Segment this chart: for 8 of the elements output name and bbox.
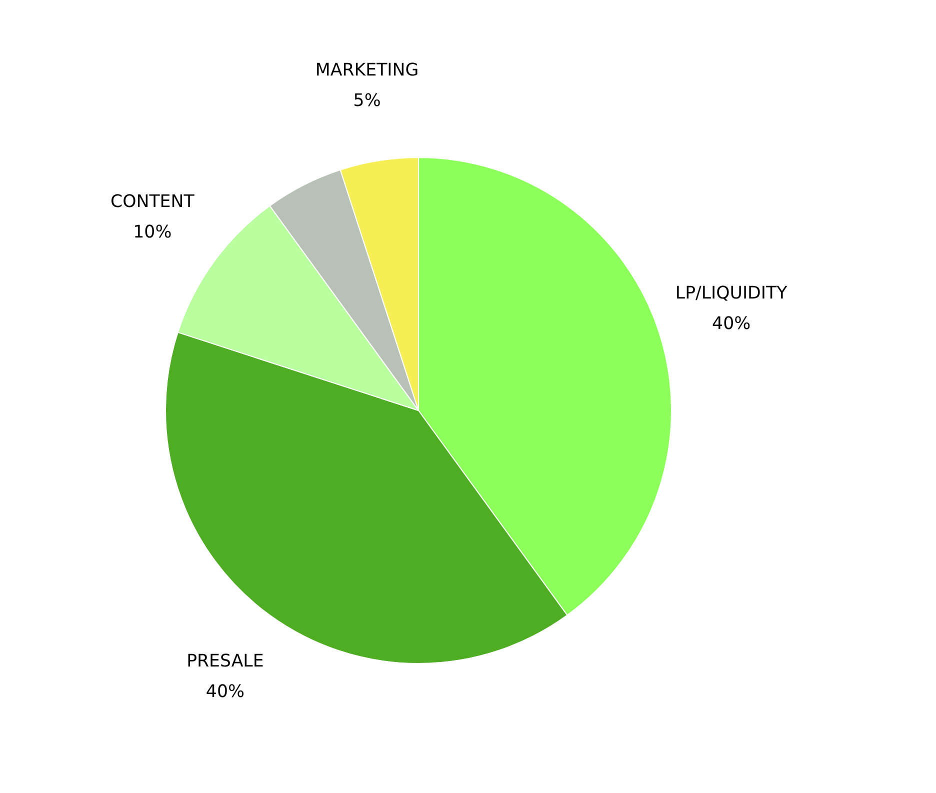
slice-label: LP/LIQUIDITY <box>675 284 788 304</box>
data-label: 10% <box>133 222 172 242</box>
data-label: 40% <box>712 314 751 334</box>
data-label: 5% <box>353 90 381 111</box>
slice-label: CONTENT <box>110 192 195 212</box>
slice-label: PRESALE <box>186 651 264 672</box>
slice-label: MARKETING <box>315 60 419 80</box>
data-label: 40% <box>206 682 244 702</box>
